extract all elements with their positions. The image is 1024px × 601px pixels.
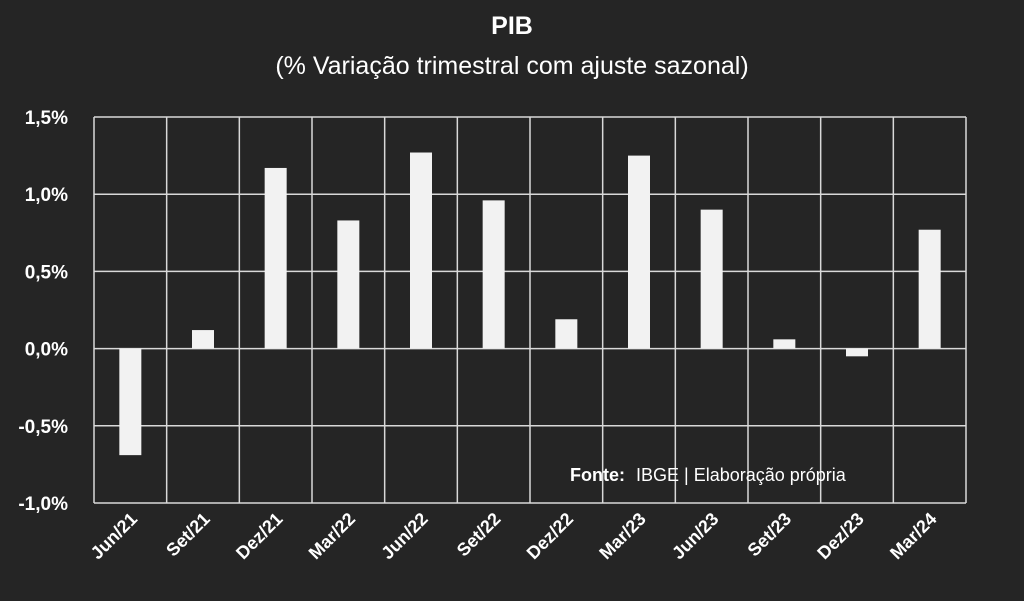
y-tick-label: 1,5% — [25, 108, 68, 129]
bar — [264, 167, 287, 349]
bar-series — [119, 152, 941, 456]
x-tick-label: Mar/22 — [305, 509, 359, 563]
source-note: Fonte: IBGE | Elaboração própria — [570, 465, 847, 485]
x-tick-label: Dez/21 — [232, 509, 286, 563]
bar — [700, 209, 723, 349]
chart-title: PIB — [491, 12, 533, 40]
x-tick-label: Jun/21 — [87, 509, 141, 563]
bar — [555, 319, 578, 349]
x-tick-label: Mar/23 — [595, 509, 649, 563]
x-tick-label: Mar/24 — [886, 509, 940, 563]
x-tick-label: Set/21 — [162, 509, 214, 561]
x-tick-label: Jun/22 — [377, 509, 431, 563]
bar — [482, 200, 505, 349]
plot-grid — [93, 116, 967, 504]
x-tick-label: Jun/23 — [668, 509, 722, 563]
bar — [119, 348, 142, 456]
y-axis: -1,0% -0,5% 0,0% 0,5% 1,0% 1,5% — [18, 108, 68, 515]
bar — [410, 152, 432, 349]
y-tick-label: 0,0% — [25, 340, 68, 361]
x-axis: Jun/21 Set/21 Dez/21 Mar/22 Jun/22 Set/22 Dez/… — [87, 509, 941, 563]
x-tick-label: Set/22 — [453, 509, 505, 561]
y-tick-label: -1,0% — [18, 494, 68, 515]
source-label: Fonte: — [570, 465, 625, 485]
x-tick-label: Dez/22 — [523, 509, 577, 563]
bar — [337, 220, 360, 349]
bar — [628, 155, 650, 349]
x-tick-label: Set/23 — [744, 509, 796, 561]
chart-subtitle: (% Variação trimestral com ajuste sazona… — [275, 52, 748, 80]
x-tick-label: Dez/23 — [813, 509, 867, 563]
bar — [846, 348, 868, 357]
bar — [918, 229, 941, 349]
y-tick-label: 0,5% — [25, 262, 68, 283]
bar — [773, 339, 796, 349]
source-text: IBGE | Elaboração própria — [636, 465, 847, 485]
y-tick-label: 1,0% — [25, 185, 68, 206]
bar — [192, 330, 214, 349]
y-tick-label: -0,5% — [18, 417, 68, 438]
